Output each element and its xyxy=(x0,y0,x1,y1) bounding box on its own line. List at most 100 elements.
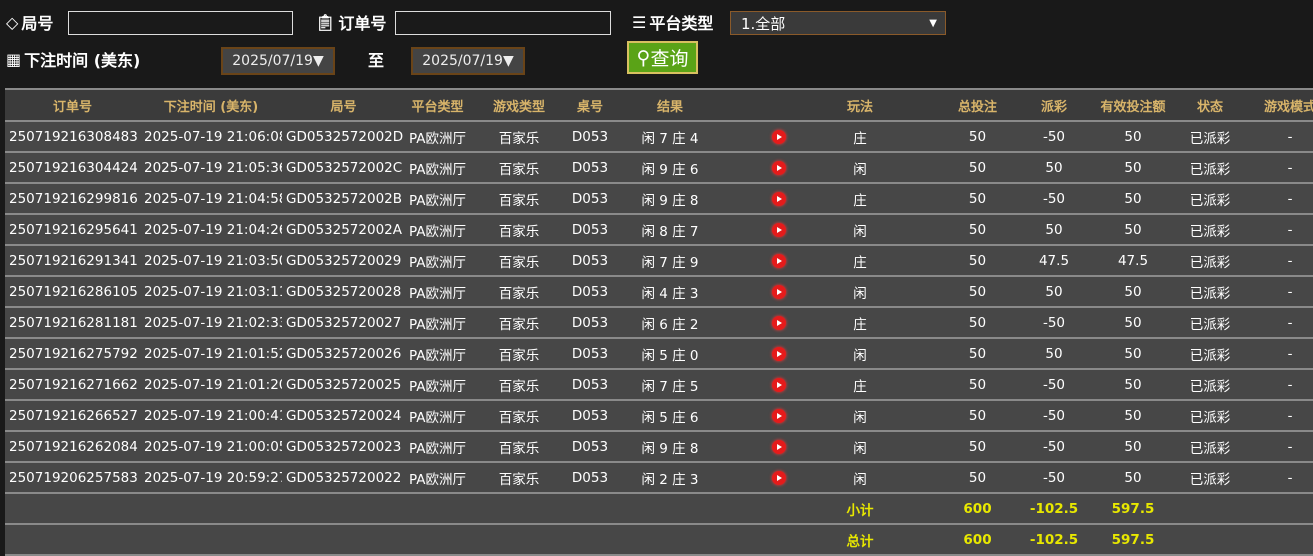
time-cell: 2025-07-19 20:59:27 xyxy=(140,462,282,494)
play-video-icon[interactable] xyxy=(772,315,786,330)
date-from-picker[interactable]: 2025/07/19▼ xyxy=(221,47,335,75)
column-header[interactable]: 玩法 xyxy=(830,88,890,122)
column-header[interactable] xyxy=(728,88,830,122)
order-input[interactable] xyxy=(395,11,611,35)
empty-cell xyxy=(1174,524,1246,556)
replay-cell xyxy=(728,276,830,308)
play-cell: 闲 xyxy=(830,462,890,494)
valid-cell: 50 xyxy=(1092,307,1174,339)
result-cell: 闲 7 庄 5 xyxy=(612,369,728,401)
column-header[interactable]: 桌号 xyxy=(568,88,612,122)
play-cell: 庄 xyxy=(830,369,890,401)
play-video-icon[interactable] xyxy=(772,253,786,268)
subtotal-label: 小计 xyxy=(830,493,890,525)
play-cell: 庄 xyxy=(830,245,890,277)
empty-cell xyxy=(568,493,612,525)
result-cell: 闲 4 庄 3 xyxy=(612,276,728,308)
round-cell: GD05325720023 xyxy=(282,431,405,463)
play-video-icon[interactable] xyxy=(772,222,786,237)
bet-records-table: 订单号 下注时间 (美东) 局号 平台类型 游戏类型 桌号 结果 玩法 总投注 派彩 有效投注额 状态… xyxy=(5,88,1313,556)
round-cell: GD05325720027 xyxy=(282,307,405,339)
valid-cell: 50 xyxy=(1092,152,1174,184)
subtotal-valid: 597.5 xyxy=(1092,493,1174,525)
bet-cell: 50 xyxy=(890,245,1016,277)
column-header[interactable]: 订单号 xyxy=(5,88,140,122)
valid-cell: 50 xyxy=(1092,400,1174,432)
platform-cell: PA欧洲厅 xyxy=(405,214,470,246)
result-cell: 闲 9 庄 6 xyxy=(612,152,728,184)
mode-cell: - xyxy=(1246,121,1313,153)
empty-cell xyxy=(470,493,568,525)
time-cell: 2025-07-19 21:05:36 xyxy=(140,152,282,184)
column-header[interactable]: 平台类型 xyxy=(405,88,470,122)
order-cell: 250719216308483 xyxy=(5,121,140,153)
game-cell: 百家乐 xyxy=(470,338,568,370)
empty-cell xyxy=(5,493,140,525)
play-video-icon[interactable] xyxy=(772,439,786,454)
date-to-picker[interactable]: 2025/07/19▼ xyxy=(411,47,525,75)
game-cell: 百家乐 xyxy=(470,369,568,401)
status-cell: 已派彩 xyxy=(1174,121,1246,153)
empty-cell xyxy=(728,493,830,525)
column-header[interactable]: 派彩 xyxy=(1016,88,1092,122)
valid-cell: 50 xyxy=(1092,369,1174,401)
total-row: 总计 600 -102.5 597.5 xyxy=(5,524,1313,556)
play-cell: 庄 xyxy=(830,183,890,215)
column-header[interactable]: 状态 xyxy=(1174,88,1246,122)
game-cell: 百家乐 xyxy=(470,121,568,153)
replay-cell xyxy=(728,462,830,494)
column-header[interactable]: 游戏类型 xyxy=(470,88,568,122)
play-video-icon[interactable] xyxy=(772,191,786,206)
time-cell: 2025-07-19 21:06:08 xyxy=(140,121,282,153)
column-header[interactable]: 下注时间 (美东) xyxy=(140,88,282,122)
order-cell: 250719216281181 xyxy=(5,307,140,339)
round-input[interactable] xyxy=(68,11,293,35)
play-video-icon[interactable] xyxy=(772,346,786,361)
column-header[interactable]: 局号 xyxy=(282,88,405,122)
order-cell: 250719216295641 xyxy=(5,214,140,246)
table-cell: D053 xyxy=(568,214,612,246)
mode-cell: - xyxy=(1246,400,1313,432)
order-cell: 250719216299816 xyxy=(5,183,140,215)
game-cell: 百家乐 xyxy=(470,245,568,277)
platform-select[interactable]: 1.全部 ▼ xyxy=(730,11,946,35)
platform-cell: PA欧洲厅 xyxy=(405,183,470,215)
play-video-icon[interactable] xyxy=(772,377,786,392)
column-header[interactable]: 游戏模式 xyxy=(1246,88,1313,122)
payout-cell: 50 xyxy=(1016,276,1092,308)
valid-cell: 50 xyxy=(1092,214,1174,246)
round-cell: GD05325720024 xyxy=(282,400,405,432)
payout-cell: -50 xyxy=(1016,400,1092,432)
play-video-icon[interactable] xyxy=(772,408,786,423)
order-cell: 250719216291341 xyxy=(5,245,140,277)
mode-cell: - xyxy=(1246,214,1313,246)
total-valid: 597.5 xyxy=(1092,524,1174,556)
time-cell: 2025-07-19 21:03:11 xyxy=(140,276,282,308)
bet-cell: 50 xyxy=(890,214,1016,246)
status-cell: 已派彩 xyxy=(1174,369,1246,401)
bet-cell: 50 xyxy=(890,338,1016,370)
empty-cell xyxy=(1174,493,1246,525)
platform-cell: PA欧洲厅 xyxy=(405,369,470,401)
status-cell: 已派彩 xyxy=(1174,214,1246,246)
order-cell: 250719216275792 xyxy=(5,338,140,370)
platform-cell: PA欧洲厅 xyxy=(405,245,470,277)
play-video-icon[interactable] xyxy=(772,470,786,485)
play-cell: 庄 xyxy=(830,121,890,153)
play-video-icon[interactable] xyxy=(772,284,786,299)
game-cell: 百家乐 xyxy=(470,462,568,494)
column-header[interactable]: 总投注 xyxy=(890,88,1016,122)
play-video-icon[interactable] xyxy=(772,160,786,175)
mode-cell: - xyxy=(1246,369,1313,401)
search-button[interactable]: ⚲ 查询 xyxy=(627,41,698,74)
play-cell: 闲 xyxy=(830,276,890,308)
replay-cell xyxy=(728,245,830,277)
platform-cell: PA欧洲厅 xyxy=(405,431,470,463)
result-cell: 闲 5 庄 0 xyxy=(612,338,728,370)
time-cell: 2025-07-19 21:04:58 xyxy=(140,183,282,215)
play-video-icon[interactable] xyxy=(772,129,786,144)
table-cell: D053 xyxy=(568,338,612,370)
column-header[interactable]: 结果 xyxy=(612,88,728,122)
column-header[interactable]: 有效投注额 xyxy=(1092,88,1174,122)
order-cell: 250719216271662 xyxy=(5,369,140,401)
